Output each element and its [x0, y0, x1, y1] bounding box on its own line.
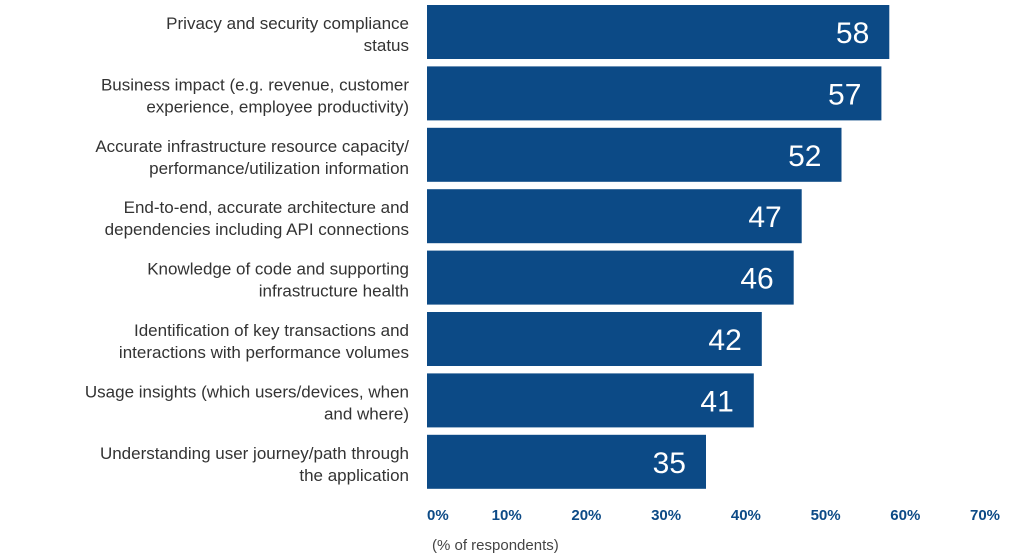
bars-group: [427, 5, 889, 489]
bar: [427, 251, 794, 305]
bar-value-label: 52: [788, 140, 821, 173]
x-tick-label: 10%: [492, 507, 522, 524]
x-tick-label: 20%: [571, 507, 601, 524]
bar-value-label: 47: [748, 201, 781, 234]
x-tick-label: 40%: [731, 507, 761, 524]
bar-value-label: 35: [653, 447, 686, 480]
bar-value-label: 58: [836, 17, 869, 50]
x-axis-ticks-group: 0% 10% 20% 30% 40% 50% 60% 70%: [427, 507, 1000, 524]
x-tick-label: 60%: [890, 507, 920, 524]
x-tick-label: 50%: [811, 507, 841, 524]
category-labels-group: Privacy and security compliance status Bus…: [85, 14, 409, 485]
category-label: Knowledge of code and supporting infrastr…: [147, 260, 409, 301]
bar: [427, 128, 842, 182]
x-tick-label: 0%: [427, 507, 449, 524]
bar-value-label: 42: [708, 324, 741, 357]
category-label: End-to-end, accurate architecture and dep…: [105, 198, 409, 239]
category-label: Identification of key transactions and in…: [119, 321, 409, 362]
bar: [427, 66, 881, 120]
category-label: Privacy and security compliance status: [166, 14, 409, 55]
category-label: Usage insights (which users/devices, whe…: [85, 382, 409, 423]
category-label: Understanding user journey/path through t…: [100, 444, 409, 485]
bar-value-label: 46: [740, 263, 773, 296]
x-axis-title: (% of respondents): [432, 537, 559, 554]
bar: [427, 5, 889, 59]
bar: [427, 189, 802, 243]
x-tick-label: 30%: [651, 507, 681, 524]
category-label: Accurate infrastructure resource capacit…: [95, 137, 409, 178]
category-label: Business impact (e.g. revenue, customer e…: [101, 75, 409, 116]
x-tick-label: 70%: [970, 507, 1000, 524]
bar-value-label: 57: [828, 78, 861, 111]
bar-value-label: 41: [700, 385, 733, 418]
